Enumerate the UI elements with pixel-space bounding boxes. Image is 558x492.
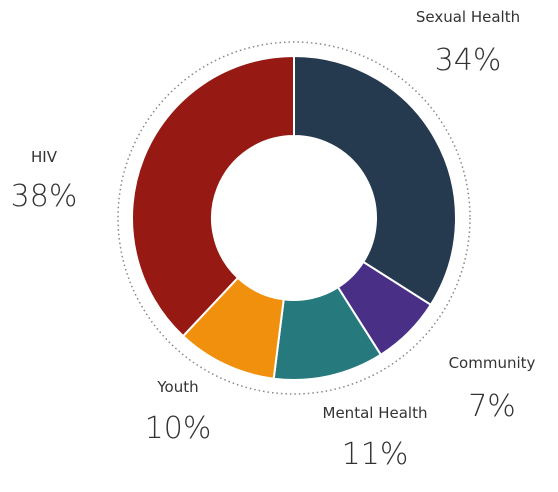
slice-value: 34%	[435, 43, 502, 78]
slice-value: 10%	[145, 411, 212, 446]
slice-name: Mental Health	[323, 404, 428, 422]
slice-name: Sexual Health	[416, 8, 520, 26]
slice-name: HIV	[31, 148, 58, 166]
dotted-ring	[117, 41, 471, 395]
slice-name: Community	[449, 354, 536, 372]
slice-value: 11%	[342, 437, 409, 472]
donut-slice	[293, 54, 457, 307]
donut-slice	[131, 54, 295, 338]
slice-name: Youth	[156, 378, 198, 396]
slice-value: 38%	[11, 179, 78, 214]
slice-value: 7%	[468, 389, 516, 424]
